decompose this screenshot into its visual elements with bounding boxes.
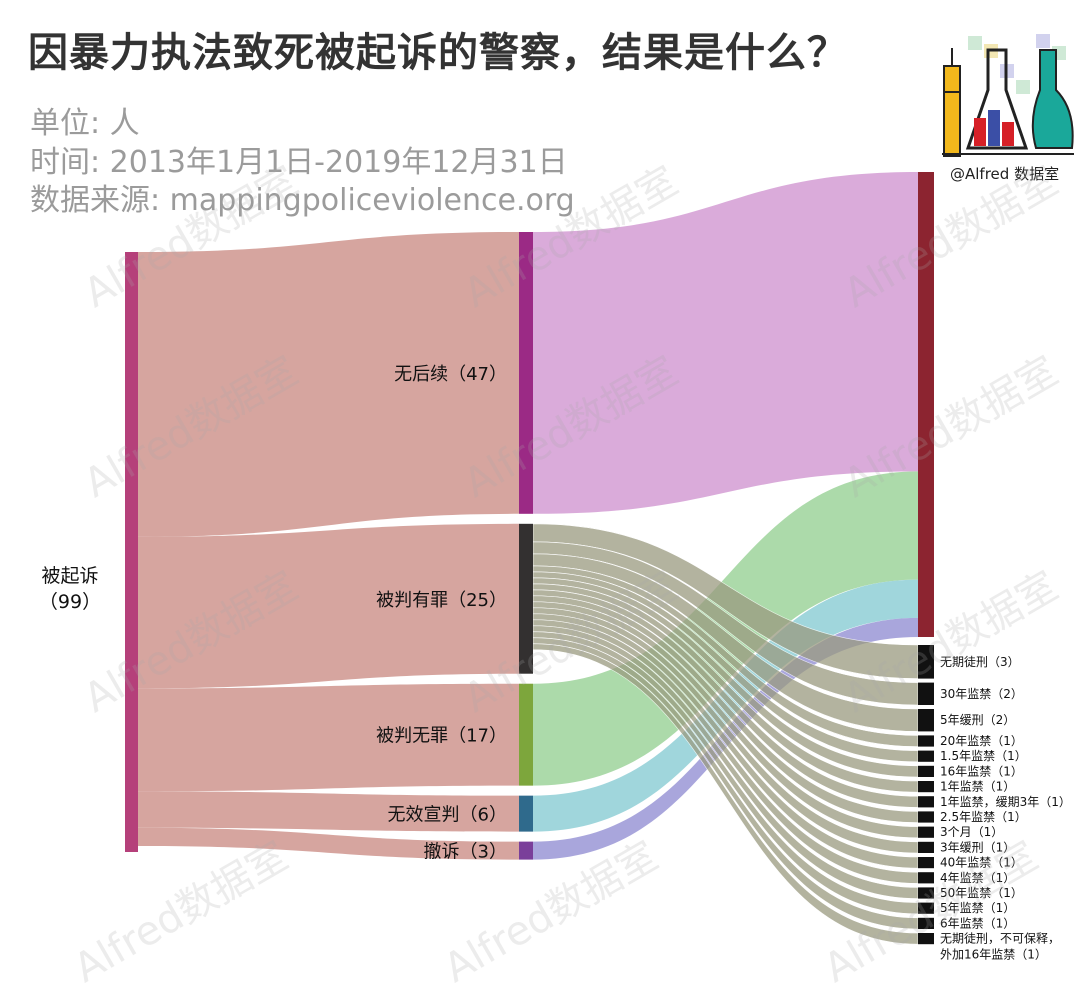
time-range-note: 时间: 2013年1月1日-2019年12月31日 bbox=[30, 145, 568, 180]
node-sentence-15-label: 6年监禁（1） bbox=[940, 916, 1015, 930]
node-sentence-10-label: 3年缓刑（1） bbox=[940, 840, 1015, 854]
link-guilty-sentence-16 bbox=[532, 643, 919, 945]
node-sentence-0 bbox=[918, 645, 934, 679]
node-sentence-6-label: 1年监禁（1） bbox=[940, 780, 1015, 794]
node-dismissed bbox=[519, 841, 533, 860]
sankey-labels: 被起诉 （99） 无后续（47） 被判有罪（25） 被判无罪（17） 无效宣判（6） 撤诉（… bbox=[39, 364, 1071, 962]
node-sentence-11-label: 40年监禁（1） bbox=[940, 856, 1023, 870]
node-sentence-3-label: 20年监禁（1） bbox=[940, 734, 1023, 748]
node-sentence-16-label: 无期徒刑，不可保释，外加16年监禁（1） bbox=[940, 932, 1060, 962]
node-sentence-11 bbox=[918, 857, 934, 869]
node-root-value: （99） bbox=[39, 591, 101, 613]
node-sentence-2-label: 5年缓刑（2） bbox=[940, 713, 1015, 727]
node-sentence-10 bbox=[918, 841, 934, 853]
node-no_followup-label: 无后续（47） bbox=[394, 364, 507, 385]
node-sentence-1-label: 30年监禁（2） bbox=[940, 687, 1023, 701]
node-sentence-7-label: 1年监禁，缓期3年（1） bbox=[940, 795, 1071, 809]
node-no_followup bbox=[519, 232, 533, 514]
sankey-links bbox=[138, 172, 919, 945]
link-root-no_followup bbox=[138, 232, 519, 537]
page-title: 因暴力执法致死被起诉的警察，结果是什么？ bbox=[28, 30, 848, 76]
node-mistrial-label: 无效宣判（6） bbox=[388, 805, 507, 826]
node-sentence-0-label: 无期徒刑（3） bbox=[940, 655, 1020, 669]
node-sentence-14-label: 5年监禁（1） bbox=[940, 901, 1015, 915]
node-sentence-7 bbox=[918, 796, 934, 808]
node-sentence-16 bbox=[918, 933, 934, 945]
node-sentence-3 bbox=[918, 735, 934, 747]
node-sentence-13-label: 50年监禁（1） bbox=[940, 886, 1023, 900]
node-sentence-15 bbox=[918, 917, 934, 929]
node-sentence-12-label: 4年监禁（1） bbox=[940, 871, 1015, 885]
node-sentence-5-label: 16年监禁（1） bbox=[940, 764, 1023, 778]
node-guilty-label: 被判有罪（25） bbox=[376, 590, 507, 611]
brand-label: @Alfred 数据室 bbox=[950, 165, 1060, 183]
node-sentence-2 bbox=[918, 709, 934, 732]
unit-note: 单位: 人 bbox=[30, 106, 140, 141]
node-sentence-8 bbox=[918, 811, 934, 823]
node-sentence-6 bbox=[918, 781, 934, 793]
link-root-guilty bbox=[138, 523, 519, 689]
node-sentence-1 bbox=[918, 682, 934, 705]
sankey-nodes bbox=[125, 172, 934, 945]
link-guilty-sentence-1 bbox=[532, 541, 919, 706]
node-sentence-12 bbox=[918, 872, 934, 884]
node-root bbox=[125, 252, 138, 852]
node-sentence-13 bbox=[918, 887, 934, 899]
link-root-mistrial bbox=[138, 791, 519, 832]
lab-flask-chart-icon bbox=[942, 34, 1074, 157]
node-sentence-5 bbox=[918, 765, 934, 777]
link-no_followup-final bbox=[533, 172, 918, 514]
node-dismissed-label: 撤诉（3） bbox=[424, 842, 507, 863]
node-not_guilty bbox=[519, 683, 533, 786]
node-sentence-8-label: 2.5年监禁（1） bbox=[940, 810, 1027, 824]
node-not_guilty-label: 被判无罪（17） bbox=[376, 726, 507, 747]
node-sentence-9-label: 3个月（1） bbox=[940, 825, 1003, 839]
link-root-dismissed bbox=[138, 827, 519, 860]
data-source-note: 数据来源: mappingpoliceviolence.org bbox=[30, 183, 575, 218]
link-guilty-sentence-5 bbox=[532, 577, 919, 778]
node-mistrial bbox=[519, 795, 533, 832]
node-sentence-4-label: 1.5年监禁（1） bbox=[940, 749, 1027, 763]
node-guilty bbox=[519, 523, 533, 674]
node-sentence-4 bbox=[918, 750, 934, 762]
node-final bbox=[918, 172, 934, 637]
link-root-not_guilty bbox=[138, 683, 519, 792]
node-root-label: 被起诉 bbox=[41, 565, 98, 587]
node-sentence-14 bbox=[918, 902, 934, 914]
node-sentence-9 bbox=[918, 826, 934, 838]
sankey-diagram: 被起诉 （99） 无后续（47） 被判有罪（25） 被判无罪（17） 无效宣判（6） 撤诉（… bbox=[39, 172, 1071, 962]
